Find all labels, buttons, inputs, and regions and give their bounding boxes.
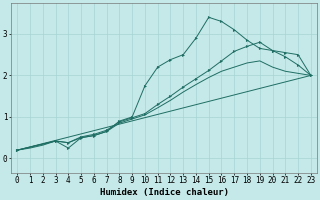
X-axis label: Humidex (Indice chaleur): Humidex (Indice chaleur) bbox=[100, 188, 228, 197]
